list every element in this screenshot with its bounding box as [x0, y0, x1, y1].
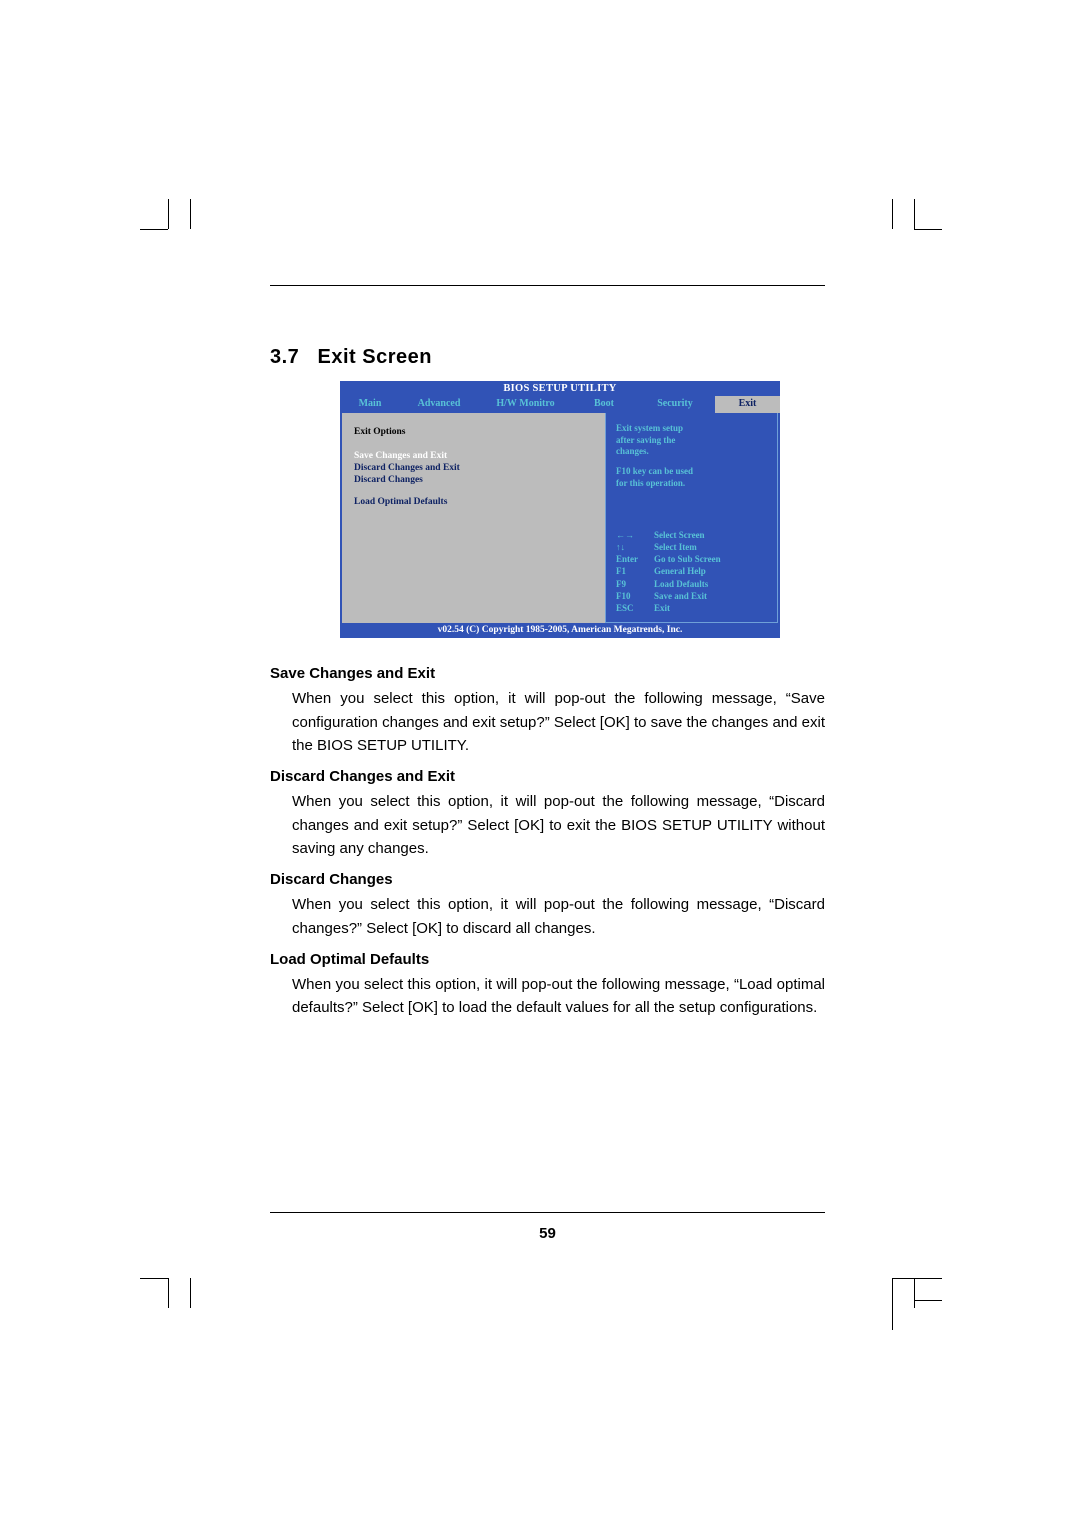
para: When you select this option, it will pop…	[292, 687, 825, 757]
bios-left-panel: Exit Options Save Changes and Exit Disca…	[342, 413, 605, 623]
tab-security[interactable]: Security	[635, 396, 715, 413]
tab-main[interactable]: Main	[340, 396, 400, 413]
key: F1	[616, 565, 654, 577]
section-heading: 3.7 Exit Screen	[270, 346, 825, 369]
section-number: 3.7	[270, 346, 299, 368]
tab-boot[interactable]: Boot	[573, 396, 635, 413]
key-desc: Exit	[654, 602, 670, 614]
tab-hw-monitor[interactable]: H/W Monitro	[478, 396, 573, 413]
section-title: Exit Screen	[318, 346, 432, 368]
bios-footer: v02.54 (C) Copyright 1985-2005, American…	[340, 623, 780, 638]
bios-screenshot: BIOS SETUP UTILITY Main Advanced H/W Mon…	[340, 381, 780, 638]
bottom-rule	[270, 1212, 825, 1213]
bios-tab-row: Main Advanced H/W Monitro Boot Security …	[340, 396, 780, 413]
subhead-discard-exit: Discard Changes and Exit	[270, 765, 825, 788]
help-line: after saving the	[616, 435, 769, 447]
key: ←→	[616, 529, 654, 541]
para: When you select this option, it will pop…	[292, 893, 825, 940]
bios-key-legend: ←→Select Screen ↑↓Select Item EnterGo to…	[616, 529, 769, 614]
key: Enter	[616, 553, 654, 565]
help-line: F10 key can be used	[616, 466, 769, 478]
key: F9	[616, 578, 654, 590]
key-desc: Select Item	[654, 541, 697, 553]
para: When you select this option, it will pop…	[292, 790, 825, 860]
exit-options-heading: Exit Options	[354, 427, 593, 437]
bios-body: Exit Options Save Changes and Exit Disca…	[340, 413, 780, 623]
tab-advanced[interactable]: Advanced	[400, 396, 478, 413]
key: ESC	[616, 602, 654, 614]
bios-help-text: Exit system setup after saving the chang…	[616, 423, 769, 489]
bios-right-panel: Exit system setup after saving the chang…	[605, 413, 778, 623]
key: ↑↓	[616, 541, 654, 553]
subhead-discard: Discard Changes	[270, 868, 825, 891]
opt-load-defaults[interactable]: Load Optimal Defaults	[354, 497, 593, 507]
help-line: Exit system setup	[616, 423, 769, 435]
key-desc: Save and Exit	[654, 590, 707, 602]
help-line: for this operation.	[616, 478, 769, 490]
key-desc: Select Screen	[654, 529, 705, 541]
opt-discard-exit[interactable]: Discard Changes and Exit	[354, 463, 593, 473]
document-body: Save Changes and Exit When you select th…	[270, 662, 825, 1020]
help-line: changes.	[616, 446, 769, 458]
key: F10	[616, 590, 654, 602]
opt-save-exit[interactable]: Save Changes and Exit	[354, 451, 593, 461]
page-footer: 59	[270, 1212, 825, 1242]
tab-exit[interactable]: Exit	[715, 396, 780, 413]
subhead-load-defaults: Load Optimal Defaults	[270, 948, 825, 971]
page-number: 59	[270, 1225, 825, 1242]
subhead-save-exit: Save Changes and Exit	[270, 662, 825, 685]
para: When you select this option, it will pop…	[292, 973, 825, 1020]
opt-discard[interactable]: Discard Changes	[354, 475, 593, 485]
key-desc: General Help	[654, 565, 706, 577]
key-desc: Go to Sub Screen	[654, 553, 721, 565]
key-desc: Load Defaults	[654, 578, 708, 590]
bios-title-bar: BIOS SETUP UTILITY	[340, 381, 780, 396]
top-rule	[270, 285, 825, 286]
page-content: 3.7 Exit Screen BIOS SETUP UTILITY Main …	[270, 285, 825, 1026]
